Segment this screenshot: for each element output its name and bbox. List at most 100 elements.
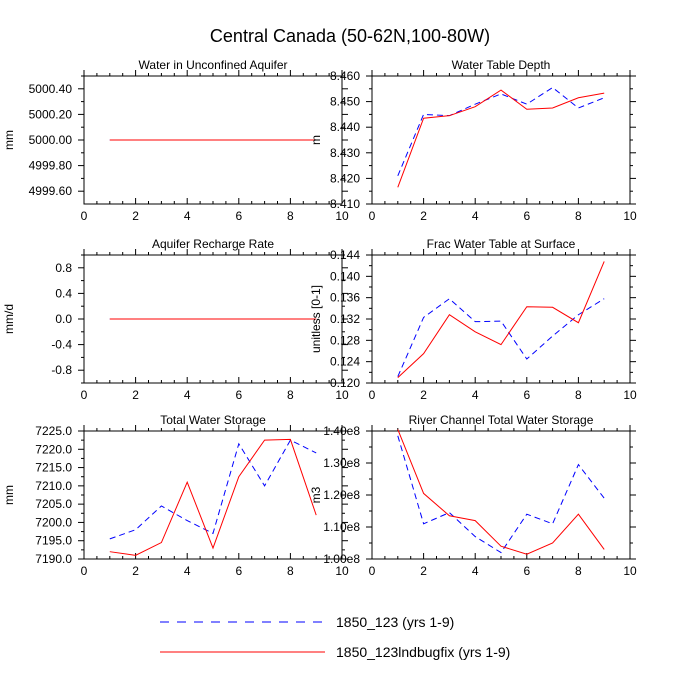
- y-axis-label: mm: [2, 130, 16, 150]
- x-tick-label: 6: [235, 564, 242, 578]
- y-tick-label: 0.8: [55, 261, 72, 275]
- panel-title: Frac Water Table at Surface: [427, 237, 576, 251]
- y-tick-label: 7220.0: [35, 442, 72, 456]
- x-tick-label: 8: [287, 564, 294, 578]
- panel-5: Total Water Storage mm 0 2 4 6 8 10 7190.0 7195.0…: [2, 413, 349, 578]
- y-tick-label: -0.4: [51, 338, 72, 352]
- y-tick-label: 8.420: [330, 171, 360, 185]
- x-tick-label: 4: [184, 388, 191, 402]
- series-line-1850-123: [109, 439, 317, 540]
- legend-label-series-b: 1850_123lndbugfix (yrs 1-9): [336, 644, 510, 660]
- panel-title: River Channel Total Water Storage: [409, 413, 594, 427]
- x-tick-label: 6: [235, 388, 242, 402]
- y-tick-label: 1.30e8: [323, 456, 360, 470]
- x-tick-label: 2: [420, 209, 427, 223]
- x-tick-label: 0: [81, 388, 88, 402]
- y-tick-label: 1.10e8: [323, 520, 360, 534]
- y-tick-label: 0.0: [55, 312, 72, 326]
- y-tick-label: 1.00e8: [323, 552, 360, 566]
- y-tick-label: 7190.0: [35, 552, 72, 566]
- y-tick-label: 0.144: [330, 248, 360, 262]
- series-line-1850-123lndbugfix: [397, 429, 605, 555]
- panel-title: Total Water Storage: [160, 413, 266, 427]
- x-tick-label: 0: [369, 564, 376, 578]
- x-tick-label: 6: [523, 388, 530, 402]
- y-tick-label: 7200.0: [35, 515, 72, 529]
- x-tick-label: 2: [420, 564, 427, 578]
- y-tick-label: 4999.60: [29, 184, 73, 198]
- series-line-1850-123lndbugfix: [397, 261, 605, 379]
- x-tick-label: 6: [523, 564, 530, 578]
- y-tick-label: 0.4: [55, 286, 72, 300]
- x-tick-label: 10: [335, 209, 349, 223]
- x-tick-label: 8: [287, 388, 294, 402]
- y-tick-label: 8.430: [330, 146, 360, 160]
- x-tick-label: 4: [472, 564, 479, 578]
- x-tick-label: 10: [623, 564, 637, 578]
- y-tick-label: -0.8: [51, 363, 72, 377]
- x-tick-label: 2: [132, 564, 139, 578]
- y-tick-label: 7205.0: [35, 497, 72, 511]
- plot-frame: [83, 430, 343, 560]
- x-tick-label: 0: [81, 564, 88, 578]
- panel-6: River Channel Total Water Storage m3 0 2 4 6 8…: [309, 413, 637, 578]
- x-tick-label: 10: [623, 209, 637, 223]
- y-axis-label: m: [309, 135, 323, 145]
- series-line-1850-123lndbugfix: [397, 89, 605, 188]
- x-tick-label: 6: [523, 209, 530, 223]
- y-axis-label: mm/d: [2, 304, 16, 334]
- x-tick-label: 6: [235, 209, 242, 223]
- panel-title: Water in Unconfined Aquifer: [139, 58, 288, 72]
- y-tick-label: 7210.0: [35, 479, 72, 493]
- y-tick-label: 4999.80: [29, 159, 73, 173]
- figure-title: Central Canada (50-62N,100-80W): [210, 26, 490, 46]
- y-tick-label: 1.40e8: [323, 424, 360, 438]
- panel-1: Water in Unconfined Aquifer mm 0 2 4 6 8 10 4999…: [2, 58, 349, 223]
- y-tick-label: 0.136: [330, 291, 360, 305]
- y-tick-label: 8.460: [330, 69, 360, 83]
- x-tick-label: 10: [335, 388, 349, 402]
- x-tick-label: 2: [132, 209, 139, 223]
- y-tick-label: 5000.40: [29, 82, 73, 96]
- y-tick-label: 0.132: [330, 312, 360, 326]
- y-tick-label: 0.124: [330, 355, 360, 369]
- y-tick-label: 8.440: [330, 120, 360, 134]
- plot-frame: [371, 430, 631, 560]
- y-axis-label: mm: [2, 485, 16, 505]
- y-tick-label: 1.20e8: [323, 488, 360, 502]
- x-tick-label: 2: [420, 388, 427, 402]
- y-tick-label: 5000.00: [29, 133, 73, 147]
- x-tick-label: 4: [184, 209, 191, 223]
- series-line-1850-123: [397, 298, 605, 377]
- y-axis-label: m3: [309, 486, 323, 503]
- legend: 1850_123 (yrs 1-9) 1850_123lndbugfix (yr…: [160, 614, 510, 660]
- x-tick-label: 10: [623, 388, 637, 402]
- panel-4: Frac Water Table at Surface unitless [0-1…: [309, 237, 637, 402]
- series-line-1850-123lndbugfix: [109, 438, 317, 556]
- y-tick-label: 8.450: [330, 95, 360, 109]
- series-line-1850-123: [397, 86, 605, 177]
- y-tick-label: 0.120: [330, 376, 360, 390]
- x-tick-label: 8: [575, 209, 582, 223]
- y-tick-label: 5000.20: [29, 107, 73, 121]
- x-tick-label: 0: [369, 388, 376, 402]
- y-tick-label: 7225.0: [35, 424, 72, 438]
- x-tick-label: 2: [132, 388, 139, 402]
- legend-label-series-a: 1850_123 (yrs 1-9): [336, 614, 454, 630]
- panel-title: Water Table Depth: [452, 58, 551, 72]
- x-tick-label: 4: [472, 388, 479, 402]
- y-tick-label: 0.140: [330, 269, 360, 283]
- y-axis-label: unitless [0-1]: [309, 285, 323, 353]
- panel-title: Aquifer Recharge Rate: [152, 237, 274, 251]
- panel-3: Aquifer Recharge Rate mm/d 0 2 4 6 8 10 -0.8 -0.4…: [2, 237, 349, 402]
- series-line-1850-123: [397, 435, 605, 554]
- y-tick-label: 8.410: [330, 197, 360, 211]
- x-tick-label: 8: [575, 564, 582, 578]
- x-tick-label: 0: [369, 209, 376, 223]
- x-tick-label: 4: [184, 564, 191, 578]
- y-tick-label: 7195.0: [35, 534, 72, 548]
- panels: Water in Unconfined Aquifer mm 0 2 4 6 8 10 4999…: [2, 58, 637, 578]
- x-tick-label: 8: [575, 388, 582, 402]
